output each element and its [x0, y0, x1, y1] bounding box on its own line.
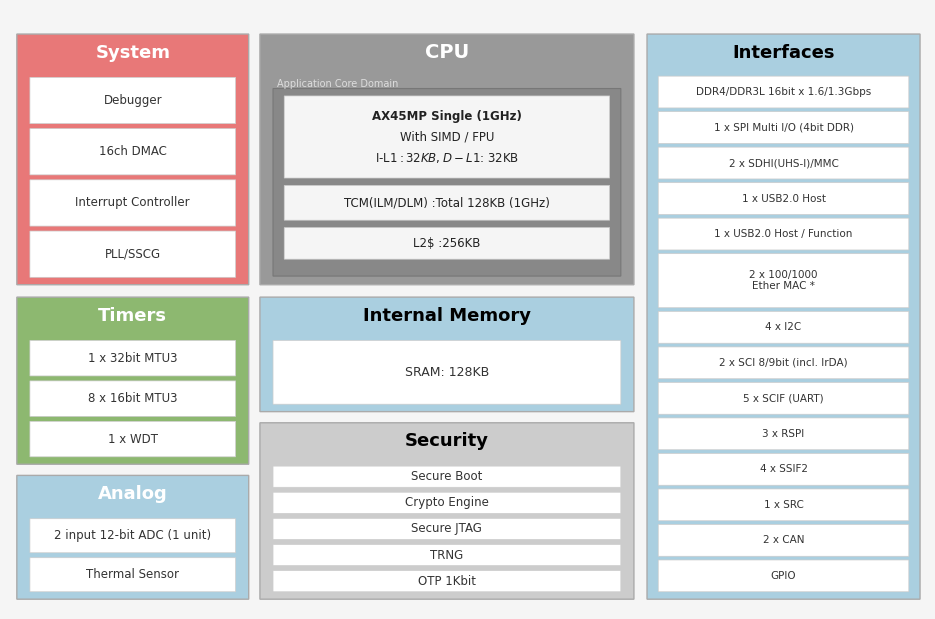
Text: PLL/SSCG: PLL/SSCG: [105, 248, 161, 261]
FancyBboxPatch shape: [658, 524, 909, 556]
Text: 8 x 16bit MTU3: 8 x 16bit MTU3: [88, 392, 178, 405]
FancyBboxPatch shape: [30, 340, 236, 376]
Text: AX45MP Single (1GHz): AX45MP Single (1GHz): [372, 110, 522, 123]
Text: 1 x 32bit MTU3: 1 x 32bit MTU3: [88, 352, 178, 365]
Text: Secure JTAG: Secure JTAG: [411, 522, 482, 535]
FancyBboxPatch shape: [658, 383, 909, 414]
Text: 2 input 12-bit ADC (1 unit): 2 input 12-bit ADC (1 unit): [54, 529, 211, 542]
Text: 3 x RSPI: 3 x RSPI: [762, 429, 805, 439]
FancyBboxPatch shape: [30, 77, 236, 124]
Text: Secure Boot: Secure Boot: [411, 470, 482, 483]
Text: Crypto Engine: Crypto Engine: [405, 496, 489, 509]
FancyBboxPatch shape: [273, 89, 621, 276]
FancyBboxPatch shape: [273, 466, 621, 487]
Text: Security: Security: [405, 432, 489, 451]
FancyBboxPatch shape: [284, 186, 610, 220]
FancyBboxPatch shape: [260, 297, 634, 412]
FancyBboxPatch shape: [658, 454, 909, 485]
FancyBboxPatch shape: [30, 381, 236, 417]
Text: 5 x SCIF (UART): 5 x SCIF (UART): [743, 393, 824, 404]
Text: Timers: Timers: [98, 306, 167, 325]
FancyBboxPatch shape: [30, 231, 236, 277]
FancyBboxPatch shape: [273, 571, 621, 592]
Text: With SIMD / FPU: With SIMD / FPU: [400, 131, 494, 144]
Text: OTP 1Kbit: OTP 1Kbit: [418, 574, 476, 587]
FancyBboxPatch shape: [658, 489, 909, 521]
Text: System: System: [95, 43, 170, 62]
FancyBboxPatch shape: [658, 183, 909, 214]
FancyBboxPatch shape: [658, 418, 909, 450]
FancyBboxPatch shape: [273, 340, 621, 404]
Text: 1 x SPI Multi I/O (4bit DDR): 1 x SPI Multi I/O (4bit DDR): [713, 123, 854, 132]
FancyBboxPatch shape: [30, 519, 236, 553]
FancyBboxPatch shape: [658, 560, 909, 592]
Text: L2$ :256KB: L2$ :256KB: [413, 237, 481, 250]
Text: 4 x I2C: 4 x I2C: [766, 322, 801, 332]
FancyBboxPatch shape: [30, 422, 236, 457]
Text: 2 x SDHI(UHS-I)/MMC: 2 x SDHI(UHS-I)/MMC: [728, 158, 839, 168]
FancyBboxPatch shape: [658, 147, 909, 179]
FancyBboxPatch shape: [658, 254, 909, 308]
FancyBboxPatch shape: [284, 228, 610, 259]
Text: SRAM: 128KB: SRAM: 128KB: [405, 366, 489, 379]
Text: Debugger: Debugger: [104, 94, 162, 107]
Text: Interrupt Controller: Interrupt Controller: [76, 196, 190, 209]
FancyBboxPatch shape: [30, 558, 236, 592]
Text: Internal Memory: Internal Memory: [363, 306, 531, 325]
Text: Analog: Analog: [98, 485, 167, 503]
FancyBboxPatch shape: [273, 545, 621, 566]
Text: 1 x WDT: 1 x WDT: [108, 433, 158, 446]
Text: DDR4/DDR3L 16bit x 1.6/1.3Gbps: DDR4/DDR3L 16bit x 1.6/1.3Gbps: [696, 87, 871, 97]
FancyBboxPatch shape: [658, 218, 909, 250]
Text: 1 x SRC: 1 x SRC: [764, 500, 803, 510]
Text: Interfaces: Interfaces: [732, 43, 835, 62]
FancyBboxPatch shape: [273, 492, 621, 513]
FancyBboxPatch shape: [17, 34, 249, 285]
Text: 1 x USB2.0 Host: 1 x USB2.0 Host: [741, 194, 826, 204]
Text: 1 x USB2.0 Host / Function: 1 x USB2.0 Host / Function: [714, 229, 853, 239]
Text: I-L1$: 32KB, D-L1$: 32KB: I-L1$: 32KB, D-L1$: 32KB: [375, 150, 519, 165]
FancyBboxPatch shape: [658, 347, 909, 379]
Text: 4 x SSIF2: 4 x SSIF2: [759, 464, 808, 474]
Text: CPU: CPU: [424, 43, 469, 62]
FancyBboxPatch shape: [30, 129, 236, 175]
FancyBboxPatch shape: [17, 297, 249, 464]
Text: Application Core Domain: Application Core Domain: [277, 79, 398, 89]
FancyBboxPatch shape: [260, 423, 634, 599]
Text: 16ch DMAC: 16ch DMAC: [99, 145, 166, 158]
FancyBboxPatch shape: [260, 34, 634, 285]
FancyBboxPatch shape: [273, 518, 621, 540]
Text: Thermal Sensor: Thermal Sensor: [86, 568, 180, 581]
FancyBboxPatch shape: [658, 111, 909, 144]
FancyBboxPatch shape: [658, 311, 909, 343]
Text: TRNG: TRNG: [430, 548, 464, 561]
FancyBboxPatch shape: [284, 96, 610, 178]
FancyBboxPatch shape: [647, 34, 920, 599]
Text: 2 x CAN: 2 x CAN: [763, 535, 804, 545]
Text: 2 x SCI 8/9bit (incl. IrDA): 2 x SCI 8/9bit (incl. IrDA): [719, 358, 848, 368]
Text: TCM(ILM/DLM) :Total 128KB (1GHz): TCM(ILM/DLM) :Total 128KB (1GHz): [344, 196, 550, 209]
Text: GPIO: GPIO: [770, 571, 797, 581]
FancyBboxPatch shape: [17, 475, 249, 599]
Text: 2 x 100/1000
Ether MAC *: 2 x 100/1000 Ether MAC *: [749, 270, 818, 292]
FancyBboxPatch shape: [30, 180, 236, 226]
FancyBboxPatch shape: [658, 76, 909, 108]
